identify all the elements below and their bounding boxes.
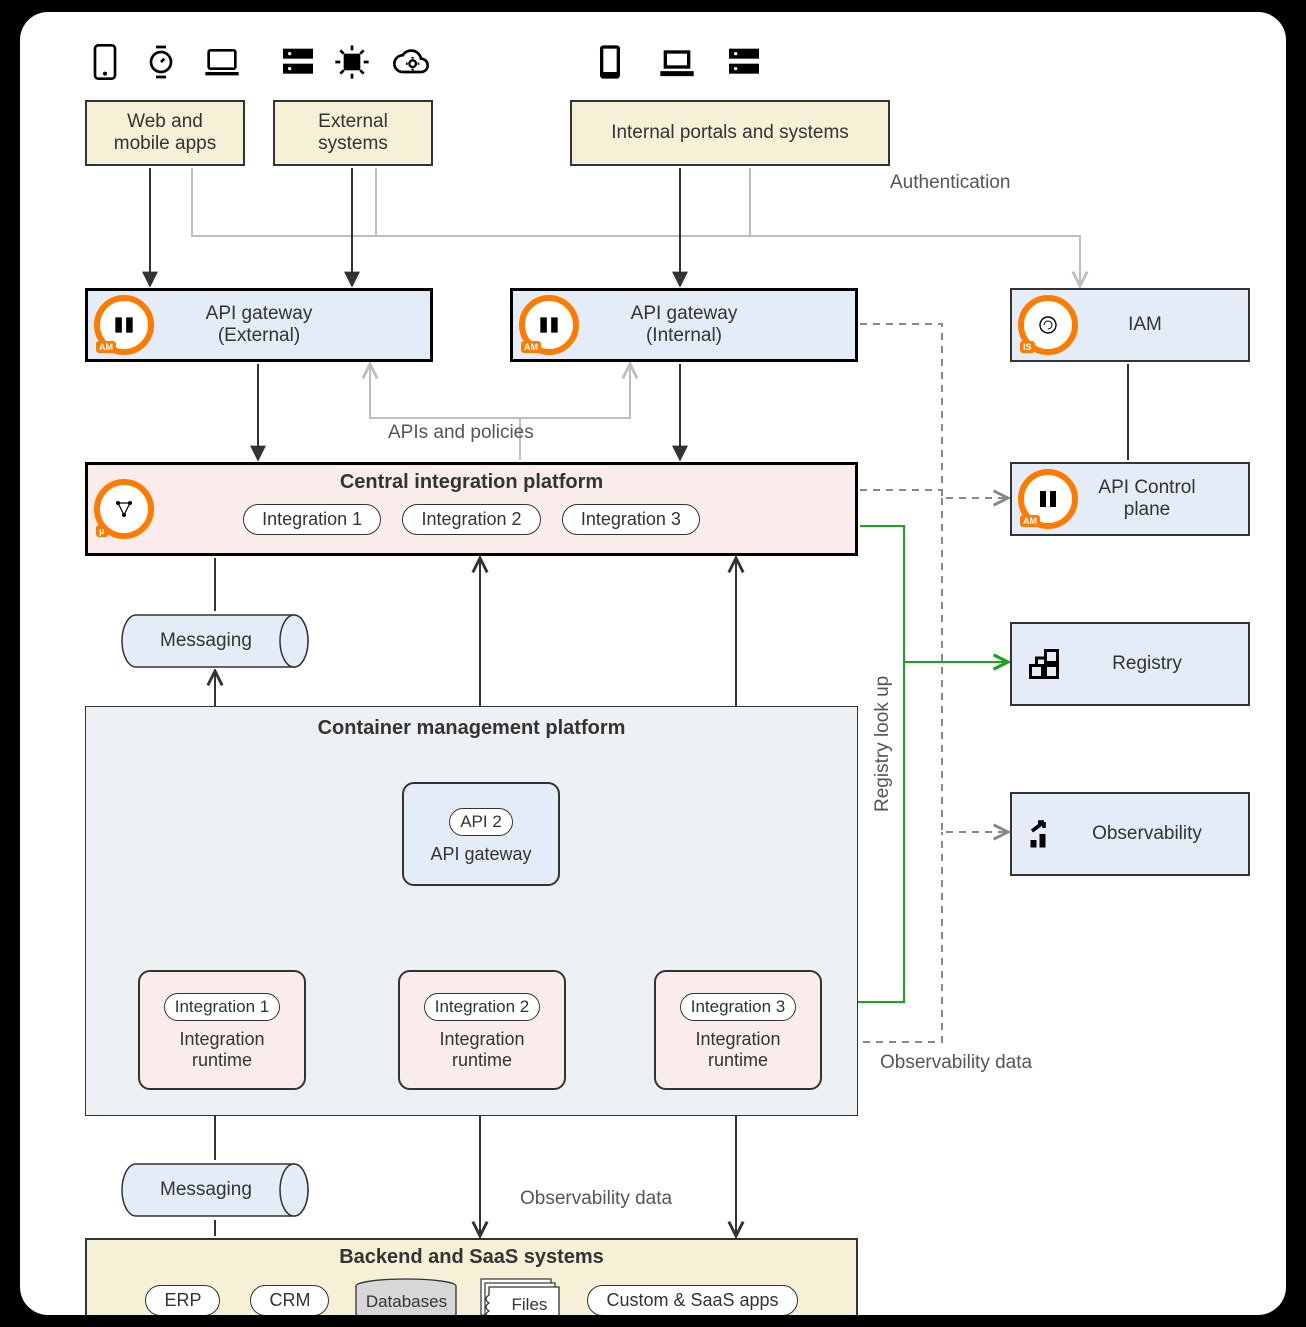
page-root: Web and mobile apps External systems Int… — [0, 0, 1306, 1327]
label-observability-data-center: Observability data — [520, 1188, 672, 1210]
box-integration-runtime-1: Integration 1 Integration runtime — [138, 970, 306, 1090]
cloud-gear-icon — [386, 42, 436, 82]
box-backend-saas: Backend and SaaS systems ERP CRM Databas… — [85, 1238, 858, 1315]
iam-label: IAM — [1128, 314, 1162, 336]
gateway-sub: (Internal) — [646, 325, 722, 347]
phone-icon — [85, 42, 125, 82]
box-external-systems: External systems — [273, 100, 433, 166]
gateway-title: API gateway — [206, 303, 313, 325]
registry-label: Registry — [1112, 653, 1182, 675]
messaging-1-label: Messaging — [160, 630, 252, 652]
backend-item-files: Files — [475, 1277, 565, 1315]
cmp-api-label: API gateway — [430, 844, 531, 865]
label-apis-policies: APIs and policies — [388, 422, 534, 444]
box-registry: Registry — [1010, 622, 1250, 706]
watch-icon — [141, 42, 181, 82]
icon-row-external — [278, 42, 436, 82]
cip-item: Integration 3 — [562, 504, 700, 535]
box-observability: Observability — [1010, 792, 1250, 876]
chip-icon — [332, 42, 372, 82]
wso2-am-icon: AM — [1018, 469, 1078, 529]
rt-chip: Integration 2 — [424, 993, 541, 1021]
wso2-am-icon: AM — [519, 295, 579, 355]
label-observability-data-right: Observability data — [880, 1052, 1032, 1074]
wso2-mi-icon: μ — [94, 479, 154, 539]
rt-chip: Integration 1 — [164, 993, 281, 1021]
icon-row-webmobile — [85, 42, 247, 82]
box-web-mobile-apps: Web and mobile apps — [85, 100, 245, 166]
gateway-sub: (External) — [218, 325, 300, 347]
phone-icon — [590, 42, 630, 82]
server-icon — [724, 42, 764, 82]
box-internal-portals: Internal portals and systems — [570, 100, 890, 166]
rt-label: Integration runtime — [695, 1029, 780, 1071]
box-iam: IS IAM — [1010, 288, 1250, 362]
server-icon — [278, 42, 318, 82]
cip-item: Integration 2 — [402, 504, 540, 535]
rt-chip: Integration 3 — [680, 993, 797, 1021]
rt-label: Integration runtime — [179, 1029, 264, 1071]
backend-item: CRM — [250, 1285, 329, 1316]
wso2-am-icon: AM — [94, 295, 154, 355]
diagram-canvas: Web and mobile apps External systems Int… — [20, 12, 1286, 1315]
box-integration-runtime-2: Integration 2 Integration runtime — [398, 970, 566, 1090]
messaging-2-label: Messaging — [160, 1179, 252, 1201]
box-central-integration-platform: μ Central integration platform Integrati… — [85, 462, 858, 556]
box-api-control-plane: AM API Control plane — [1010, 462, 1250, 536]
cmp-title: Container management platform — [86, 717, 857, 740]
box-integration-runtime-3: Integration 3 Integration runtime — [654, 970, 822, 1090]
backend-item: Custom & SaaS apps — [587, 1285, 797, 1316]
observability-icon — [1022, 812, 1066, 856]
icon-row-internal — [590, 42, 764, 82]
backend-item: ERP — [145, 1285, 220, 1316]
cip-item: Integration 1 — [243, 504, 381, 535]
wso2-is-icon: IS — [1018, 295, 1078, 355]
cip-title: Central integration platform — [340, 471, 603, 494]
laptop-icon — [197, 42, 247, 82]
backend-title: Backend and SaaS systems — [339, 1246, 604, 1269]
control-plane-label: API Control plane — [1098, 477, 1195, 521]
label-authentication: Authentication — [890, 172, 1010, 194]
box-api-gateway-external: AM API gateway (External) — [85, 288, 433, 362]
gateway-title: API gateway — [631, 303, 738, 325]
box-cmp-api-gateway: API 2 API gateway — [402, 782, 560, 886]
observability-label: Observability — [1092, 823, 1202, 845]
cmp-api-chip: API 2 — [449, 808, 513, 836]
rt-label: Integration runtime — [439, 1029, 524, 1071]
registry-icon — [1022, 642, 1066, 686]
laptop-icon — [652, 42, 702, 82]
backend-item-databases: Databases — [351, 1278, 461, 1315]
box-api-gateway-internal: AM API gateway (Internal) — [510, 288, 858, 362]
label-registry-lookup: Registry look up — [872, 592, 894, 812]
